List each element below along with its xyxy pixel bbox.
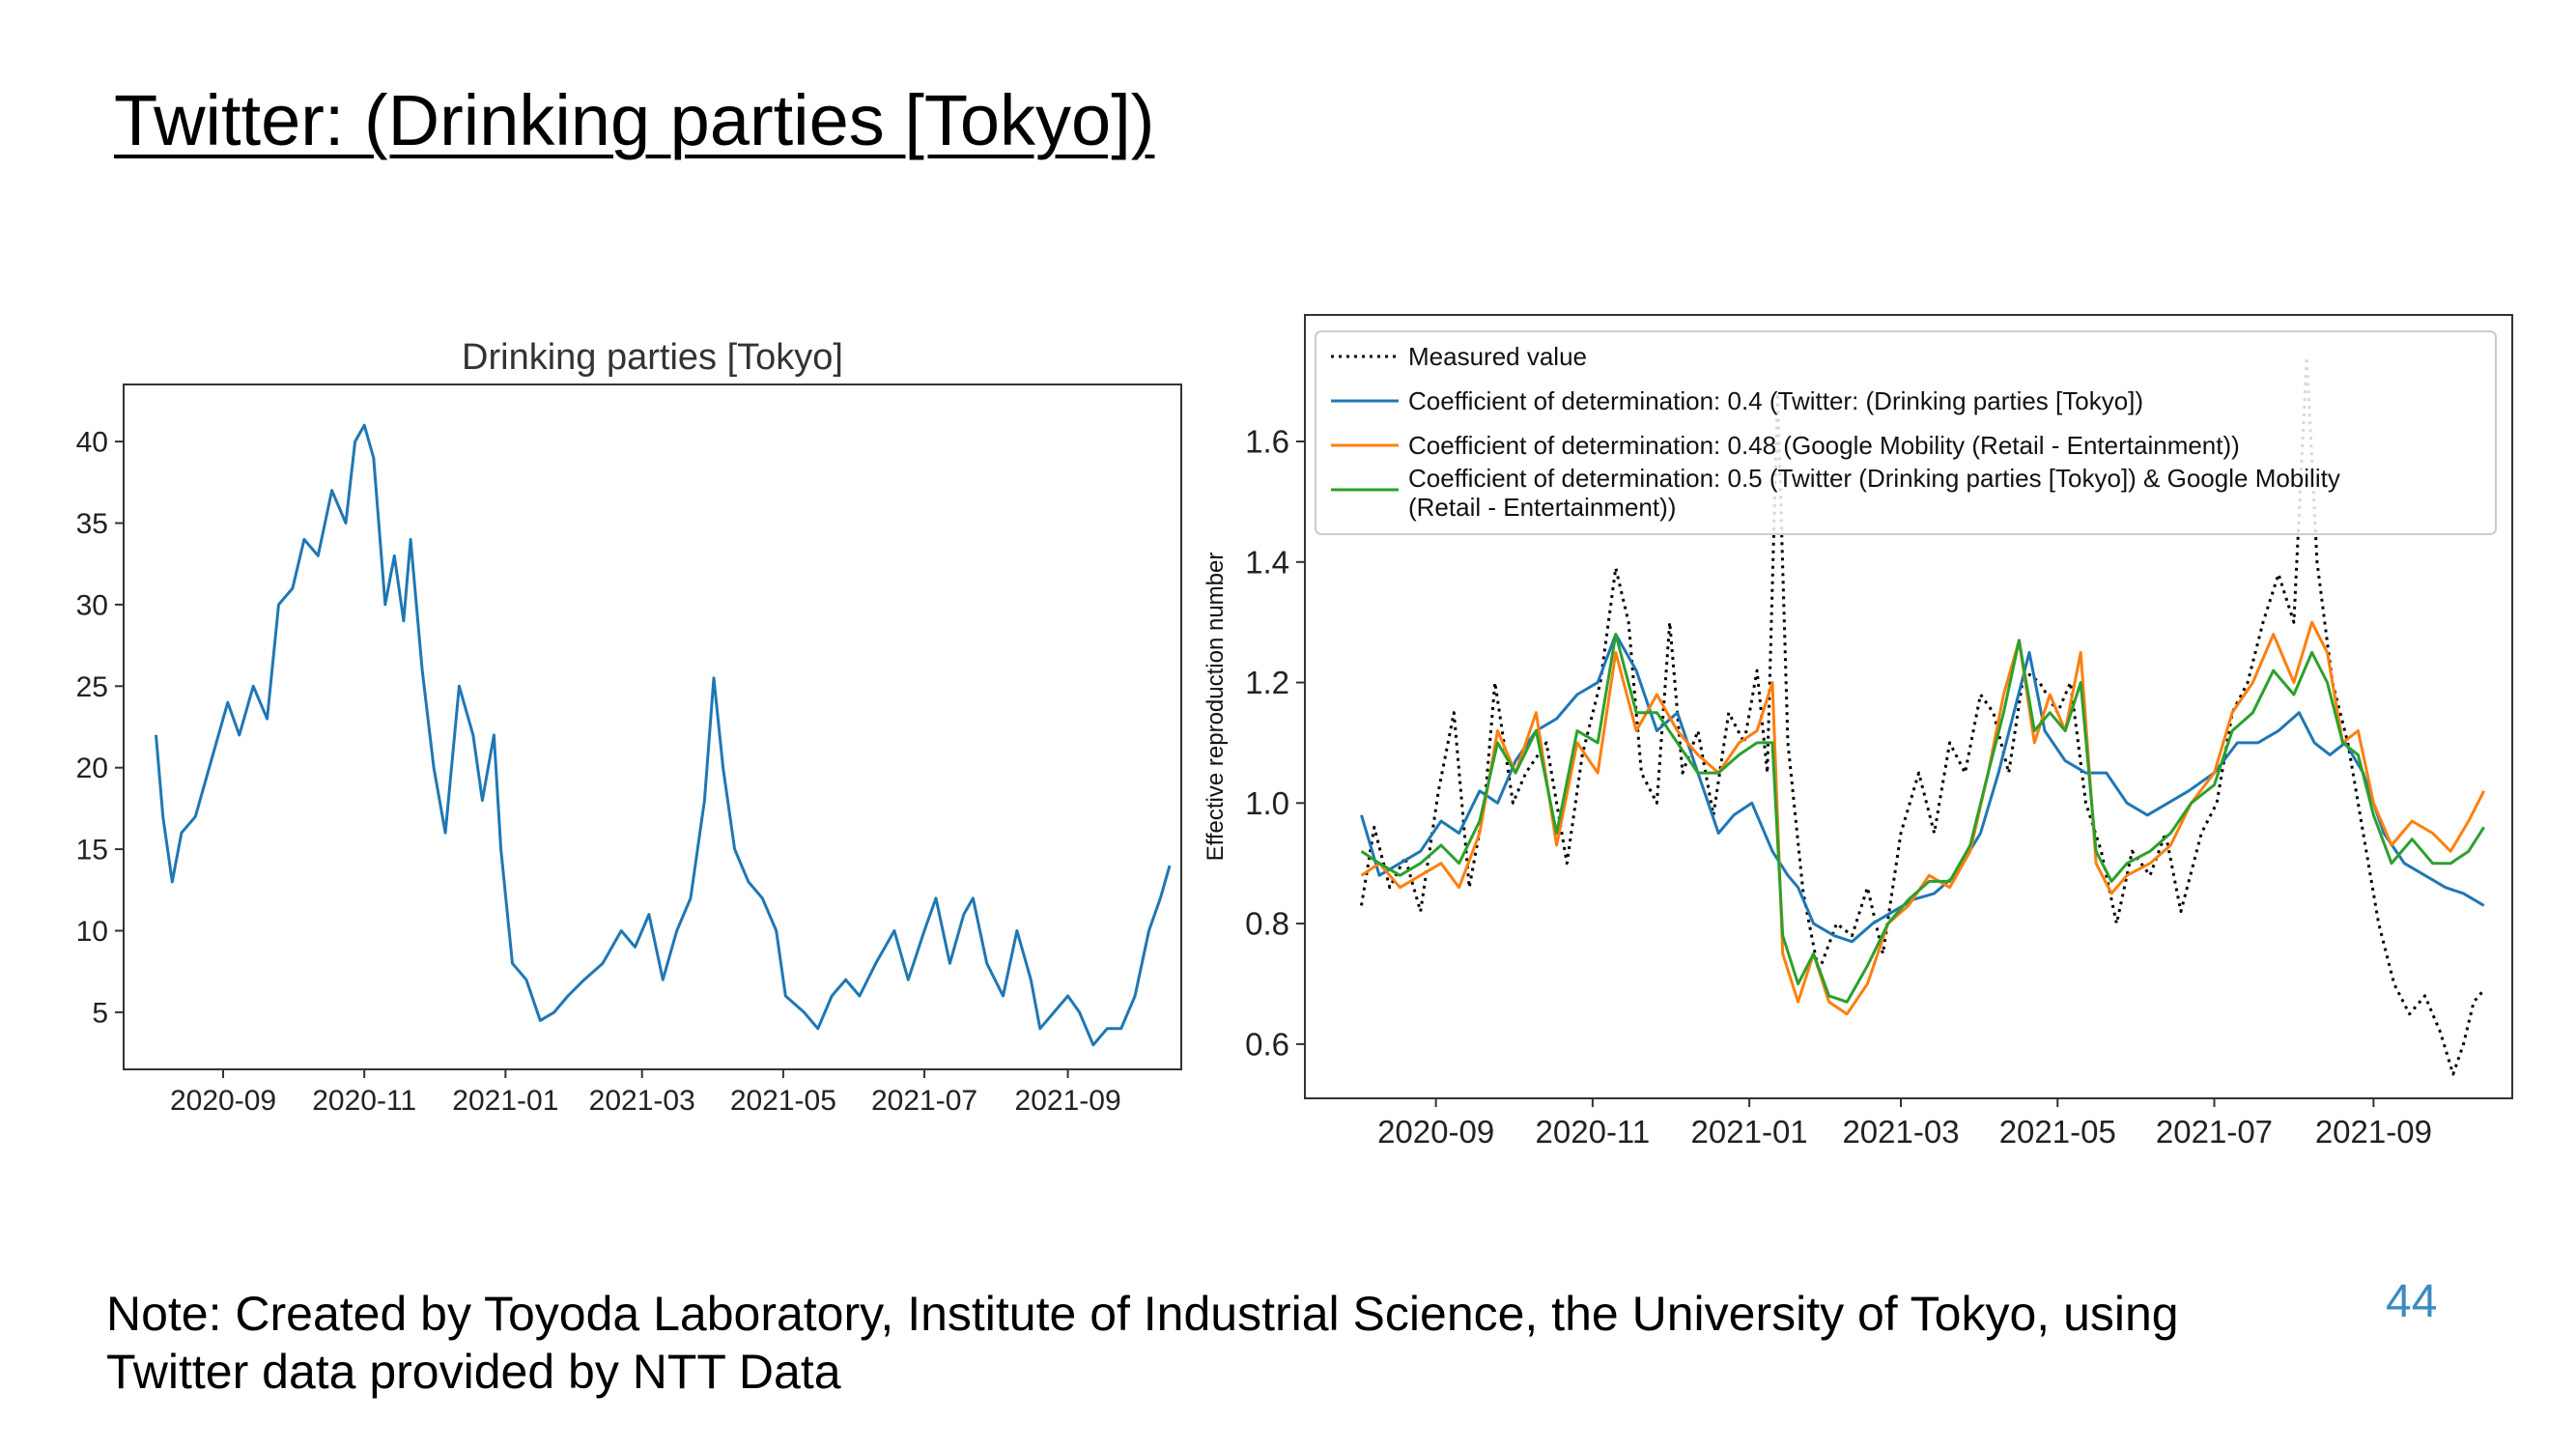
x-tick-label: 2020-09 xyxy=(170,1085,276,1117)
legend-label-3: Coefficient of determination: 0.48 (Goog… xyxy=(1408,431,2240,460)
x-tick-label: 2021-07 xyxy=(2156,1114,2273,1150)
y-tick-label: 20 xyxy=(76,753,108,784)
y-tick-label: 5 xyxy=(92,997,108,1029)
y-tick-label: 35 xyxy=(76,508,108,540)
chart-title: Drinking parties [Tokyo] xyxy=(462,337,843,378)
x-tick-label: 2021-03 xyxy=(1842,1114,1959,1150)
y-tick-label: 0.6 xyxy=(1245,1026,1289,1062)
x-tick-label: 2021-05 xyxy=(730,1085,836,1117)
x-tick-label: 2021-09 xyxy=(1015,1085,1121,1117)
source-note: Note: Created by Toyoda Laboratory, Inst… xyxy=(106,1287,2179,1399)
x-tick-label: 2021-07 xyxy=(871,1085,977,1117)
y-axis-label: Effective reproduction number xyxy=(1203,553,1229,862)
y-tick-label: 10 xyxy=(76,916,108,948)
series-line-1 xyxy=(1360,355,2485,1076)
y-tick-label: 1.2 xyxy=(1245,665,1289,700)
legend-label-2: Coefficient of determination: 0.4 (Twitt… xyxy=(1408,386,2143,415)
legend-label-4: Coefficient of determination: 0.5 (Twitt… xyxy=(1408,464,2340,522)
plot-frame xyxy=(1304,314,2513,1099)
slide-title: Twitter: (Drinking parties [Tokyo]) xyxy=(114,80,1155,160)
x-tick-label: 2021-05 xyxy=(1999,1114,2116,1150)
y-tick-label: 1.4 xyxy=(1245,544,1289,580)
y-tick-label: 1.6 xyxy=(1245,424,1289,460)
y-tick-label: 1.0 xyxy=(1245,785,1289,821)
plot-frame xyxy=(123,384,1182,1070)
series-line-1 xyxy=(155,423,1172,1047)
x-tick-label: 2020-09 xyxy=(1377,1114,1494,1150)
legend-box xyxy=(1315,330,2497,535)
x-tick-label: 2021-03 xyxy=(589,1085,695,1117)
y-tick-label: 0.8 xyxy=(1245,906,1289,942)
x-tick-label: 2021-09 xyxy=(2315,1114,2432,1150)
x-tick-label: 2021-01 xyxy=(1691,1114,1808,1150)
y-tick-label: 40 xyxy=(76,427,108,459)
series-line-3 xyxy=(1360,620,2486,1016)
legend-label-1: Measured value xyxy=(1408,342,1587,371)
x-tick-label: 2020-11 xyxy=(1536,1114,1651,1150)
series-line-4 xyxy=(1360,633,2485,1004)
y-tick-label: 30 xyxy=(76,589,108,621)
page-number: 44 xyxy=(2386,1276,2438,1327)
y-tick-label: 15 xyxy=(76,835,108,867)
x-tick-label: 2021-01 xyxy=(452,1085,558,1117)
y-tick-label: 25 xyxy=(76,671,108,703)
x-tick-label: 2020-11 xyxy=(312,1085,416,1117)
